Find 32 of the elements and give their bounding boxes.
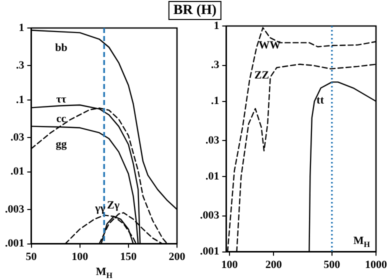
y-tick-label: .03 (206, 134, 220, 146)
y-tick-label: .1 (211, 95, 220, 108)
y-tick-label: .3 (211, 59, 220, 72)
y-tick-label: .1 (16, 94, 24, 106)
x-tick-label: 150 (120, 251, 138, 264)
series-label: γγ (94, 202, 106, 215)
y-tick-label: .01 (10, 166, 24, 178)
y-tick-label: 1 (18, 22, 24, 34)
chart-title: BR (H) (168, 1, 222, 20)
series-label: Zγ (107, 200, 120, 212)
x-tick-label: 200 (168, 251, 186, 264)
x-tick-label: 100 (72, 251, 89, 264)
y-tick-label: 1 (214, 20, 220, 32)
series-label: ττ (56, 94, 66, 106)
series-label: cc (56, 113, 66, 126)
series-label: tt (316, 94, 324, 107)
x-tick-label: 500 (324, 259, 341, 272)
y-tick-label: .001 (200, 246, 220, 258)
series-label: bb (55, 42, 68, 54)
y-tick-label: .3 (16, 59, 25, 72)
y-tick-label: .03 (10, 131, 25, 144)
x-tick-label: 1000 (365, 259, 388, 272)
y-tick-label: .01 (206, 170, 220, 182)
series-label: gg (56, 138, 68, 151)
x-tick-label: 100 (221, 259, 238, 272)
y-tick-label: .001 (5, 238, 24, 250)
x-tick-label: 200 (265, 259, 282, 272)
x-tick-label: 50 (26, 251, 38, 264)
series-label: ZZ (254, 70, 270, 82)
y-tick-label: .003 (200, 210, 220, 222)
series-label: WW (258, 40, 281, 52)
y-tick-label: .003 (5, 203, 25, 216)
